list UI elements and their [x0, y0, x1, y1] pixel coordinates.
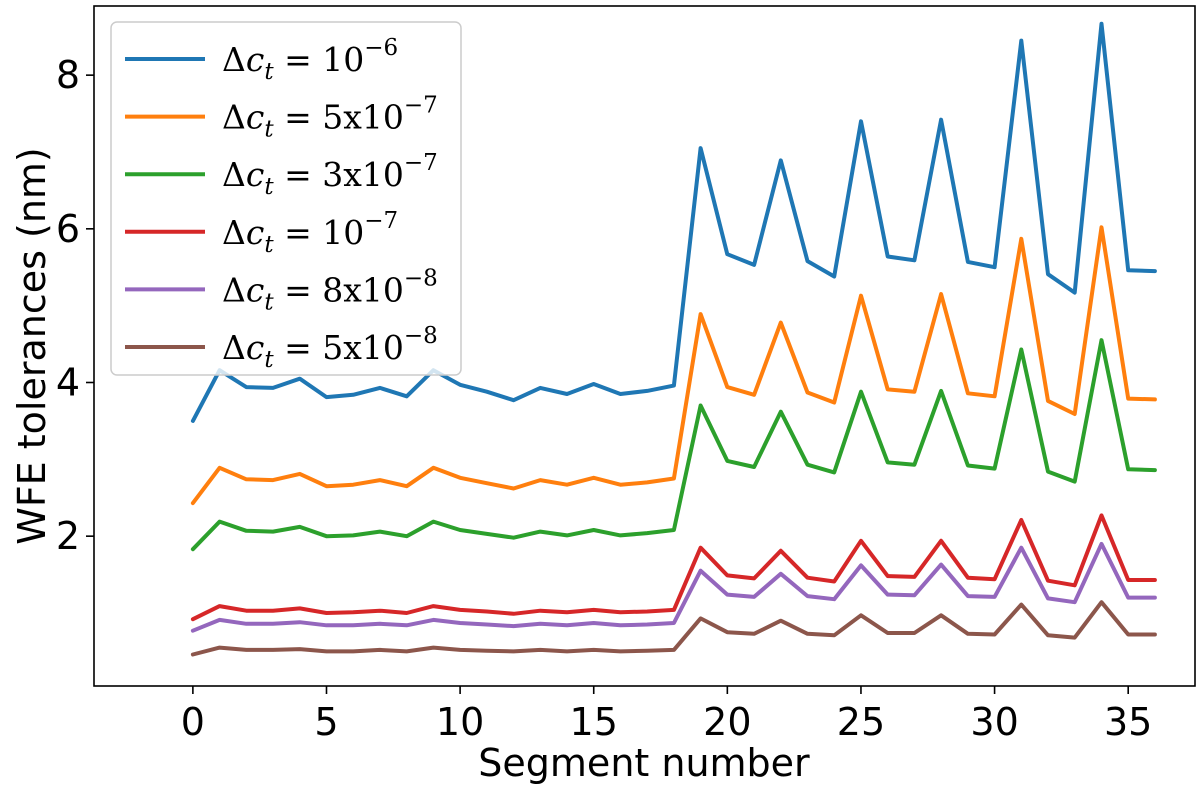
x-tick-label: 20 — [703, 700, 751, 744]
y-axis-label: WFE tolerances (nm) — [10, 147, 54, 545]
x-tick-label: 10 — [436, 700, 484, 744]
legend-label-1: Δct = 5x10−7 — [222, 93, 438, 143]
series-line-5 — [190, 600, 1157, 657]
x-axis: 0 5 10 15 20 25 30 35 — [181, 686, 1152, 744]
y-tick-label: 8 — [56, 53, 80, 97]
x-tick-label: 30 — [970, 700, 1018, 744]
x-tick-label: 0 — [181, 700, 205, 744]
series-layer — [190, 21, 1157, 657]
legend-label-4: Δct = 8x10−8 — [222, 265, 438, 315]
series-line-3 — [190, 513, 1157, 622]
x-tick-label: 25 — [837, 700, 885, 744]
legend-label-5: Δct = 5x10−8 — [222, 323, 438, 373]
x-tick-label: 35 — [1104, 700, 1152, 744]
legend-frame — [110, 21, 462, 376]
y-tick-label: 4 — [56, 360, 80, 404]
legend-label-3: Δct = 10−7 — [222, 208, 398, 258]
series-line-2 — [190, 338, 1157, 552]
legend-label-2: Δct = 3x10−7 — [222, 150, 438, 200]
x-tick-label: 15 — [570, 700, 618, 744]
y-tick-label: 6 — [56, 207, 80, 251]
y-tick-label: 2 — [56, 514, 80, 558]
legend-label-0: Δct = 10−6 — [222, 35, 398, 85]
x-axis-label: Segment number — [478, 741, 810, 785]
series-line-0 — [190, 21, 1157, 423]
x-tick-label: 5 — [314, 700, 338, 744]
plot-frame — [93, 5, 1196, 687]
legend: Δct = 10−6 Δct = 5x10−7 Δct = 3x10−7 Δct = … — [110, 21, 462, 376]
series-line-1 — [190, 225, 1157, 506]
y-axis: 2 4 6 8 — [56, 53, 94, 558]
series-line-4 — [190, 541, 1157, 633]
